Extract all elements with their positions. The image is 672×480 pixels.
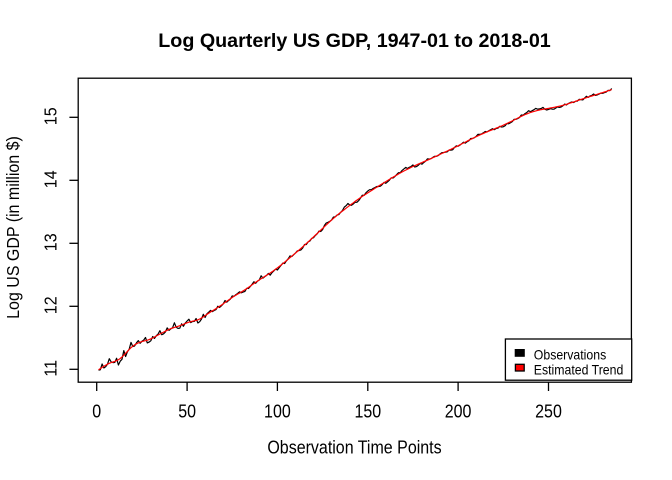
- svg-text:200: 200: [445, 400, 472, 421]
- svg-text:Estimated Trend: Estimated Trend: [534, 362, 624, 378]
- svg-text:150: 150: [354, 400, 381, 421]
- svg-text:13: 13: [41, 233, 61, 251]
- svg-text:100: 100: [264, 400, 291, 421]
- svg-text:12: 12: [41, 296, 61, 314]
- svg-text:15: 15: [41, 107, 61, 125]
- svg-text:Log Quarterly US GDP, 1947-01: Log Quarterly US GDP, 1947-01 to 2018-01: [158, 30, 551, 52]
- svg-text:Observation Time Points: Observation Time Points: [267, 436, 441, 458]
- svg-text:0: 0: [92, 400, 101, 421]
- svg-text:11: 11: [41, 360, 61, 377]
- svg-text:14: 14: [41, 170, 61, 188]
- svg-text:Observations: Observations: [534, 346, 607, 362]
- svg-text:250: 250: [535, 400, 562, 421]
- svg-text:50: 50: [178, 400, 196, 421]
- svg-text:Log US GDP (in million $): Log US GDP (in million $): [3, 136, 23, 319]
